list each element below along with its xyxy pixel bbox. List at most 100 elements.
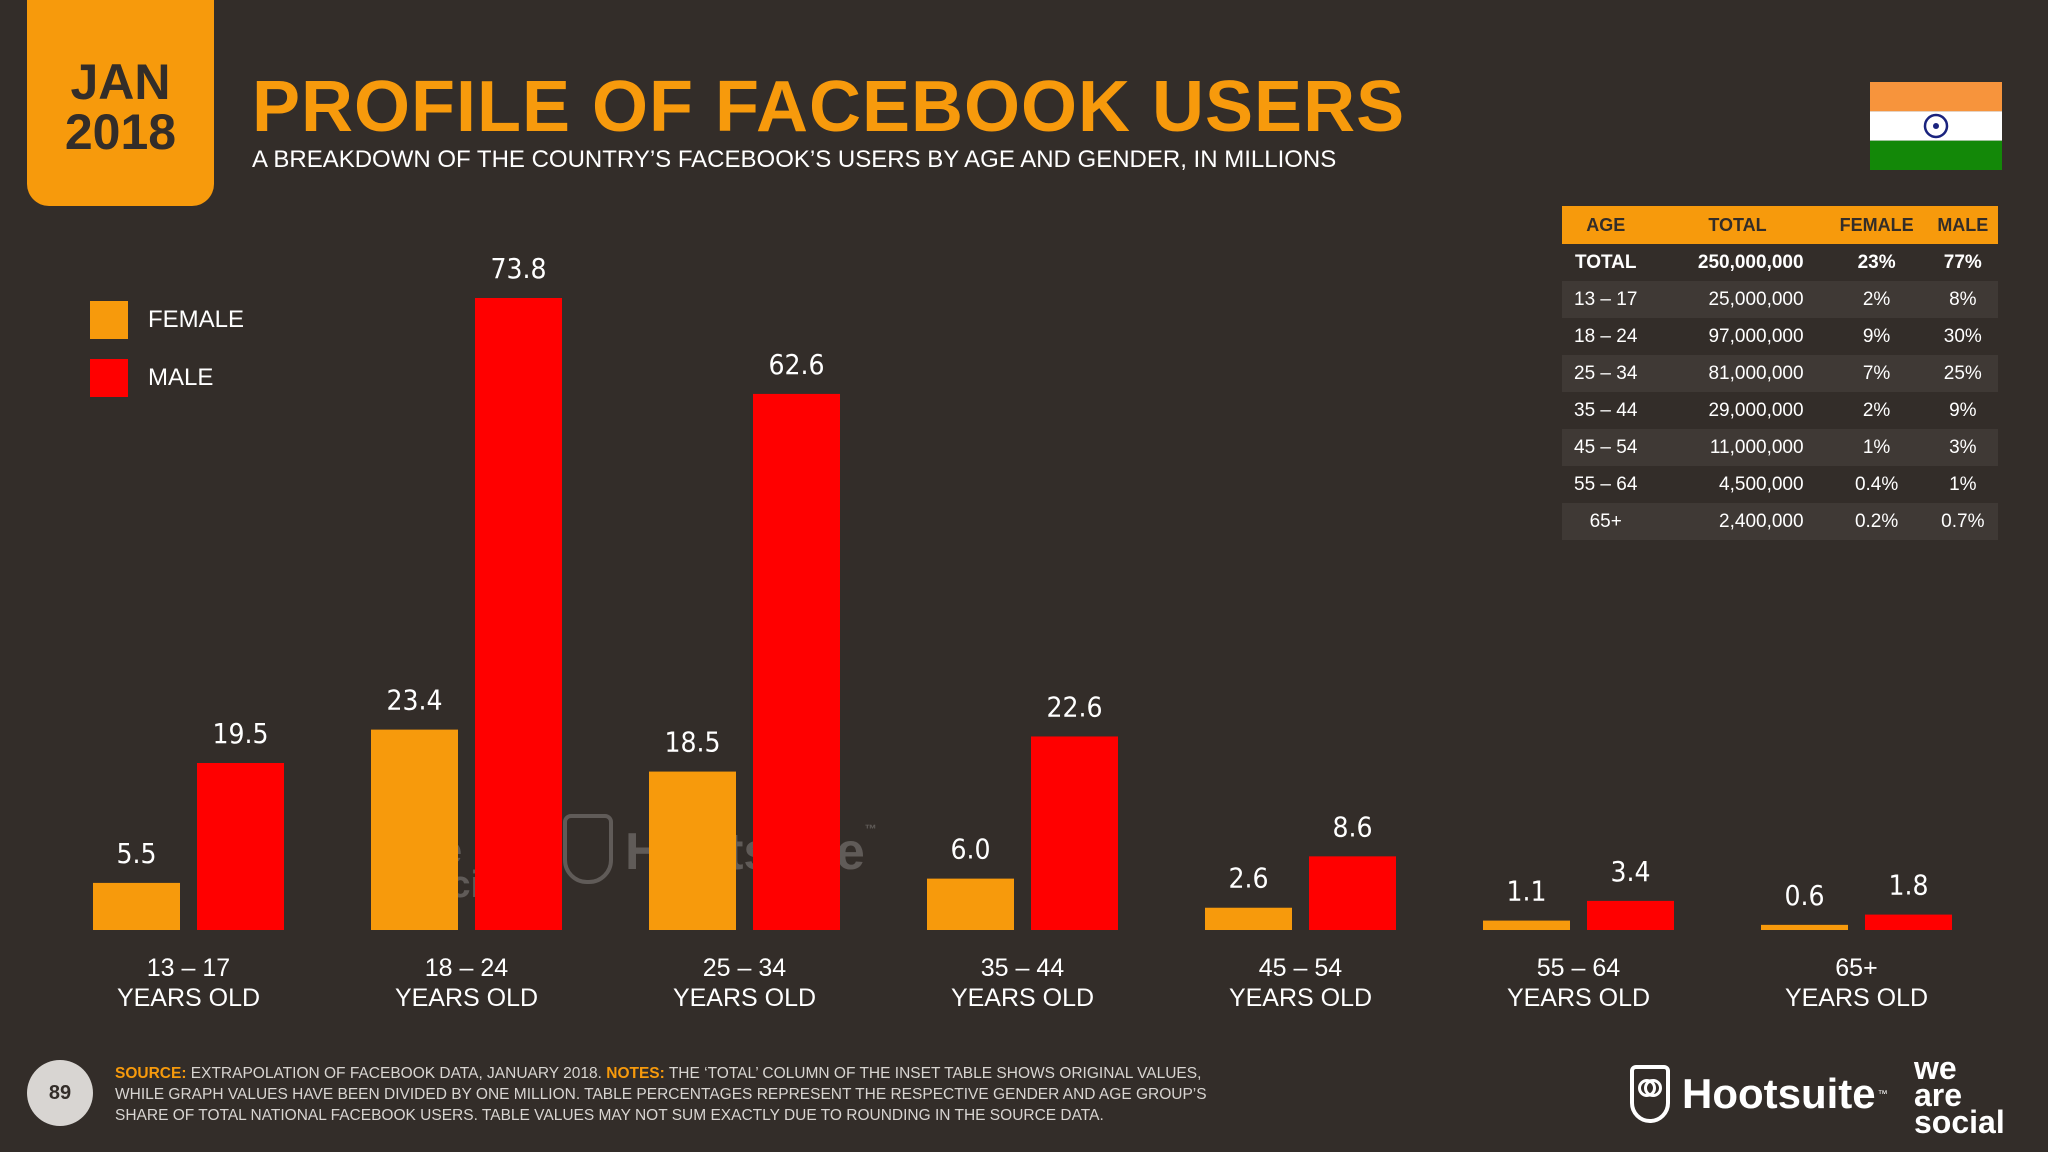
table-cell: 2,400,000 — [1649, 503, 1826, 540]
table-cell: 9% — [1862, 325, 1891, 347]
table-cell: 4,500,000 — [1719, 473, 1804, 495]
table-cell: 81,000,000 — [1649, 355, 1826, 392]
table-cell: 55 – 64 — [1574, 473, 1638, 495]
table-header-row: AGE TOTAL FEMALE MALE — [1562, 206, 1998, 244]
bar-female-5 — [1483, 920, 1570, 930]
category-sublabel-6: YEARS OLD — [1785, 984, 1928, 1012]
date-month: JAN — [70, 54, 171, 110]
table-header-female: FEMALE — [1825, 206, 1928, 244]
table-cell: 97,000,000 — [1708, 325, 1804, 347]
data-label-male-4: 8.6 — [1332, 810, 1372, 843]
table-cell: 0.7% — [1927, 503, 1998, 540]
bar-male-6 — [1865, 914, 1952, 930]
category-label-3: 35 – 44 — [981, 954, 1065, 982]
notes-text: THE ‘TOTAL’ COLUMN OF THE INSET TABLE SH… — [115, 1065, 1207, 1124]
table-row: 25 – 34 81,000,000 7% 25% — [1562, 355, 1998, 392]
we-are-social-logo: we are social — [1914, 1050, 2005, 1141]
data-label-female-1: 23.4 — [386, 684, 442, 717]
table-row: 55 – 64 4,500,000 0.4% 1% — [1562, 466, 1998, 503]
data-label-female-2: 18.5 — [664, 726, 720, 759]
flag-saffron-band — [1870, 82, 2002, 112]
source-text: EXTRAPOLATION OF FACEBOOK DATA, JANUARY … — [186, 1065, 607, 1082]
legend-swatch-female — [90, 301, 128, 339]
bar-male-1 — [475, 298, 562, 930]
notes-label: NOTES: — [606, 1065, 665, 1082]
table-row: 65+ 2,400,000 0.2% 0.7% — [1562, 503, 1998, 540]
data-label-male-6: 1.8 — [1888, 869, 1928, 902]
table-row: 18 – 24 97,000,000 9% 30% — [1562, 318, 1998, 355]
bar-female-2 — [649, 771, 736, 930]
data-label-female-6: 0.6 — [1784, 879, 1824, 912]
category-label-2: 25 – 34 — [703, 954, 787, 982]
table-cell: 0.4% — [1854, 473, 1899, 495]
table-cell: 77% — [1943, 251, 1982, 273]
hootsuite-tm: ™ — [1877, 1088, 1888, 1100]
legend-label-female: FEMALE — [148, 306, 245, 333]
table-cell: 25% — [1927, 355, 1998, 392]
bar-male-4 — [1309, 856, 1396, 930]
page-subtitle: A BREAKDOWN OF THE COUNTRY’S FACEBOOK’S … — [252, 146, 1337, 173]
table-cell: 1% — [1825, 429, 1928, 466]
category-sublabel-3: YEARS OLD — [951, 984, 1094, 1012]
data-label-male-2: 62.6 — [768, 348, 824, 381]
table-cell: 7% — [1825, 355, 1928, 392]
category-sublabel-2: YEARS OLD — [673, 984, 816, 1012]
flag-chakra — [1923, 113, 1949, 139]
legend-label-male: MALE — [148, 364, 214, 391]
legend-item-female: FEMALE — [90, 300, 244, 340]
bar-male-5 — [1587, 900, 1674, 930]
bar-female-0 — [93, 882, 180, 930]
table-cell: 25 – 34 — [1562, 355, 1650, 392]
table-header-total: TOTAL — [1649, 206, 1826, 244]
bar-female-3 — [927, 878, 1014, 930]
table-header-male: MALE — [1927, 206, 1998, 244]
table-cell: 8% — [1927, 281, 1998, 318]
table-cell: 29,000,000 — [1708, 399, 1804, 421]
table-header-age: AGE — [1562, 206, 1650, 244]
table-row: 13 – 17 25,000,000 2% 8% — [1562, 281, 1998, 318]
bar-female-4 — [1205, 907, 1292, 930]
table-cell: TOTAL — [1574, 251, 1637, 273]
source-label: SOURCE: — [115, 1065, 187, 1082]
category-sublabel-4: YEARS OLD — [1229, 984, 1372, 1012]
data-label-male-0: 19.5 — [212, 717, 268, 750]
table-cell: 65+ — [1562, 503, 1650, 540]
bar-male-2 — [753, 393, 840, 930]
table-cell: 30% — [1943, 325, 1982, 347]
category-sublabel-5: YEARS OLD — [1507, 984, 1650, 1012]
table-cell: 45 – 54 — [1562, 429, 1650, 466]
category-label-1: 18 – 24 — [425, 954, 509, 982]
hootsuite-wordmark: Hootsuite — [1682, 1070, 1876, 1117]
table-cell: 9% — [1949, 399, 1977, 421]
table-cell: 35 – 44 — [1574, 399, 1638, 421]
bar-male-3 — [1031, 736, 1118, 930]
table-row: TOTAL 250,000,000 23% 77% — [1562, 244, 1998, 281]
category-sublabel-0: YEARS OLD — [117, 984, 260, 1012]
data-label-female-5: 1.1 — [1506, 875, 1546, 908]
footer-note: SOURCE: EXTRAPOLATION OF FACEBOOK DATA, … — [115, 1063, 1235, 1126]
bar-male-0 — [197, 763, 284, 930]
bar-female-6 — [1761, 924, 1848, 930]
table-cell: 13 – 17 — [1562, 281, 1650, 318]
hootsuite-logo: Hootsuite ™ — [1630, 1062, 1888, 1126]
data-label-female-3: 6.0 — [950, 833, 990, 866]
hootsuite-owl-icon — [1630, 1065, 1670, 1123]
table-cell: 25,000,000 — [1649, 281, 1826, 318]
data-label-male-5: 3.4 — [1610, 855, 1650, 888]
flag-green-band — [1870, 140, 2002, 170]
table-row: 35 – 44 29,000,000 2% 9% — [1562, 392, 1998, 429]
data-label-female-4: 2.6 — [1228, 862, 1268, 895]
inset-table: AGE TOTAL FEMALE MALE TOTAL 250,000,000 … — [1562, 206, 1998, 540]
table-cell: 11,000,000 — [1649, 429, 1826, 466]
table-cell: 2% — [1862, 399, 1891, 421]
category-label-6: 65+ — [1835, 954, 1877, 982]
table-cell: 0.2% — [1825, 503, 1928, 540]
table-row: 45 – 54 11,000,000 1% 3% — [1562, 429, 1998, 466]
bar-female-1 — [371, 729, 458, 930]
data-label-male-1: 73.8 — [490, 252, 546, 285]
table-cell: 250,000,000 — [1697, 251, 1804, 273]
category-label-5: 55 – 64 — [1537, 954, 1621, 982]
table-cell: 2% — [1825, 281, 1928, 318]
category-label-0: 13 – 17 — [147, 954, 230, 982]
